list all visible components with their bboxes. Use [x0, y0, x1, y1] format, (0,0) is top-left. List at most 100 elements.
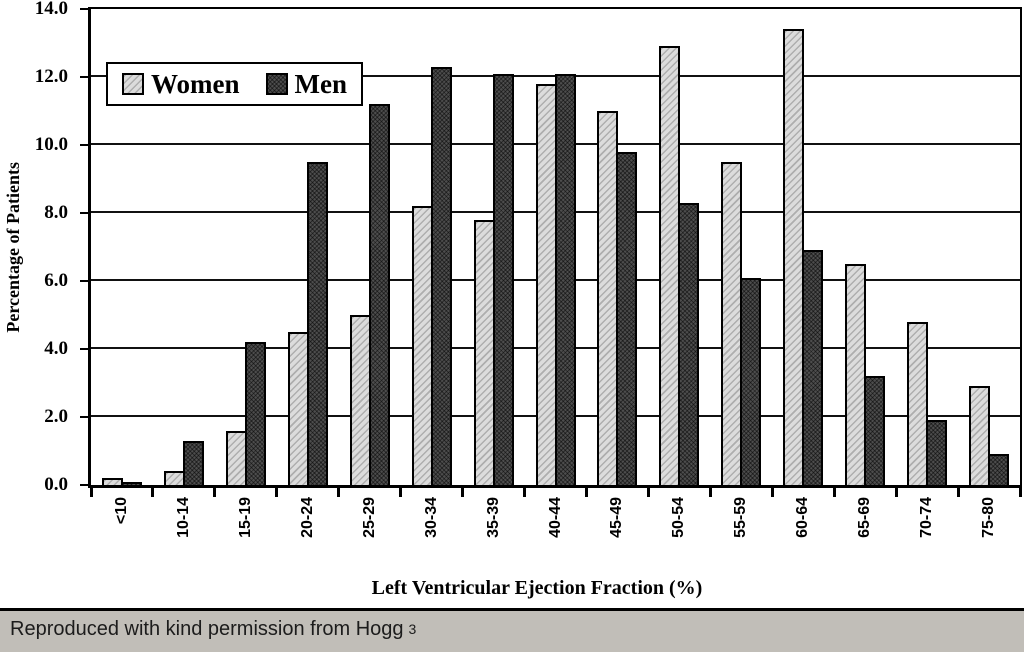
y-tick-label-10.0: 10.0	[34, 134, 68, 155]
y-tick-label-6.0: 6.0	[44, 270, 68, 291]
bar-men-65-69	[864, 376, 886, 485]
y-tick-label-2.0: 2.0	[44, 406, 68, 427]
x-tick-label-75-80: 75-80	[980, 497, 1021, 538]
x-tick-label-30-34: 30-34	[423, 497, 464, 538]
bar-men-50-54	[678, 202, 700, 485]
legend-label-women: Women	[151, 68, 240, 99]
bar-men-15-19	[244, 342, 266, 485]
x-tick-label-text: 25-29	[360, 497, 378, 538]
x-tick-14	[956, 488, 960, 497]
bar-women-55-59	[721, 162, 743, 485]
bar-men-75-80	[988, 454, 1010, 485]
bar-group-55-59	[710, 9, 772, 485]
bar-women-60-64	[783, 29, 805, 485]
y-tick-8.0	[80, 212, 88, 214]
x-tick-label-70-74: 70-74	[918, 497, 959, 538]
bar-group-70-74	[896, 9, 958, 485]
bar-men-30-34	[430, 66, 452, 485]
x-tick-label-50-54: 50-54	[670, 497, 711, 538]
x-tick-label-text: 10-14	[174, 497, 192, 538]
x-tick-label-text: 70-74	[918, 497, 936, 538]
x-tick-label-60-64: 60-64	[794, 497, 835, 538]
y-tick-0.0	[80, 484, 88, 486]
x-tick-label-text: 20-24	[298, 497, 316, 538]
x-tick-label-65-69: 65-69	[856, 497, 897, 538]
bar-women-50-54	[659, 46, 681, 485]
y-tick-label-8.0: 8.0	[44, 202, 68, 223]
bar-groups	[91, 9, 1020, 485]
bar-men-70-74	[926, 420, 948, 485]
bar-group-30-34	[401, 9, 463, 485]
bar-women-75-80	[969, 386, 991, 485]
x-tick-3	[275, 488, 279, 497]
bar-men-20-24	[306, 162, 328, 485]
x-tick-label-text: 50-54	[670, 497, 688, 538]
bar-women-70-74	[907, 321, 929, 485]
plot-area: Women Men	[88, 7, 1022, 488]
bar-group-60-64	[772, 9, 834, 485]
source-caption: Reproduced with kind permission from Hog…	[0, 608, 1024, 652]
bar-women-45-49	[597, 111, 619, 485]
bar-women-10-14	[163, 471, 185, 485]
x-tick-1	[151, 488, 155, 497]
bar-men-55-59	[740, 277, 762, 485]
x-tick-label-35-39: 35-39	[485, 497, 526, 538]
bar-group-40-44	[525, 9, 587, 485]
x-tick-13	[894, 488, 898, 497]
bar-women-65-69	[845, 264, 867, 485]
y-tick-10.0	[80, 144, 88, 146]
bar-women-25-29	[349, 315, 371, 485]
x-tick-label-text: 40-44	[546, 497, 564, 538]
x-tick-6	[461, 488, 465, 497]
x-tick-15	[1018, 488, 1022, 497]
x-tick-label-lt10: <10	[113, 497, 140, 524]
y-tick-label-0.0: 0.0	[44, 474, 68, 495]
x-tick-label-20-24: 20-24	[299, 497, 340, 538]
x-tick-11	[770, 488, 774, 497]
bar-men-40-44	[554, 73, 576, 485]
bar-women-lt10	[101, 478, 123, 485]
x-tick-4	[337, 488, 341, 497]
bar-women-30-34	[411, 206, 433, 485]
bar-group-35-39	[463, 9, 525, 485]
bar-women-40-44	[535, 83, 557, 485]
caption-reference: 3	[408, 620, 417, 637]
legend-label-men: Men	[294, 68, 347, 99]
x-tick-label-10-14: 10-14	[175, 497, 216, 538]
bar-group-15-19	[215, 9, 277, 485]
y-tick-label-12.0: 12.0	[34, 66, 68, 87]
y-tick-2.0	[80, 416, 88, 418]
x-tick-8	[584, 488, 588, 497]
bar-men-60-64	[802, 250, 824, 485]
x-tick-label-text: 65-69	[856, 497, 874, 538]
x-tick-5	[399, 488, 403, 497]
legend-swatch-women	[122, 73, 144, 95]
x-axis-title: Left Ventricular Ejection Fraction (%)	[371, 577, 703, 599]
y-tick-label-14.0: 14.0	[34, 0, 68, 19]
x-tick-label-text: 60-64	[794, 497, 812, 538]
y-tick-4.0	[80, 348, 88, 350]
caption-text: Reproduced with kind permission from Hog…	[10, 618, 404, 640]
bar-women-15-19	[225, 430, 247, 485]
bar-men-35-39	[492, 73, 514, 485]
x-tick-7	[523, 488, 527, 497]
x-tick-0	[89, 488, 93, 497]
bar-group-45-49	[587, 9, 649, 485]
x-tick-10	[708, 488, 712, 497]
bar-men-25-29	[368, 104, 390, 485]
y-tick-label-4.0: 4.0	[44, 338, 68, 359]
x-tick-12	[832, 488, 836, 497]
bar-women-35-39	[473, 219, 495, 485]
x-tick-label-text: 35-39	[484, 497, 502, 538]
x-tick-label-15-19: 15-19	[237, 497, 278, 538]
bar-group-75-80	[958, 9, 1020, 485]
x-tick-label-55-59: 55-59	[732, 497, 773, 538]
x-tick-label-40-44: 40-44	[547, 497, 588, 538]
bar-men-lt10	[120, 481, 142, 485]
y-tick-6.0	[80, 280, 88, 282]
x-tick-label-text: 45-49	[608, 497, 626, 538]
bar-group-lt10	[91, 9, 153, 485]
x-tick-9	[646, 488, 650, 497]
bar-group-10-14	[153, 9, 215, 485]
